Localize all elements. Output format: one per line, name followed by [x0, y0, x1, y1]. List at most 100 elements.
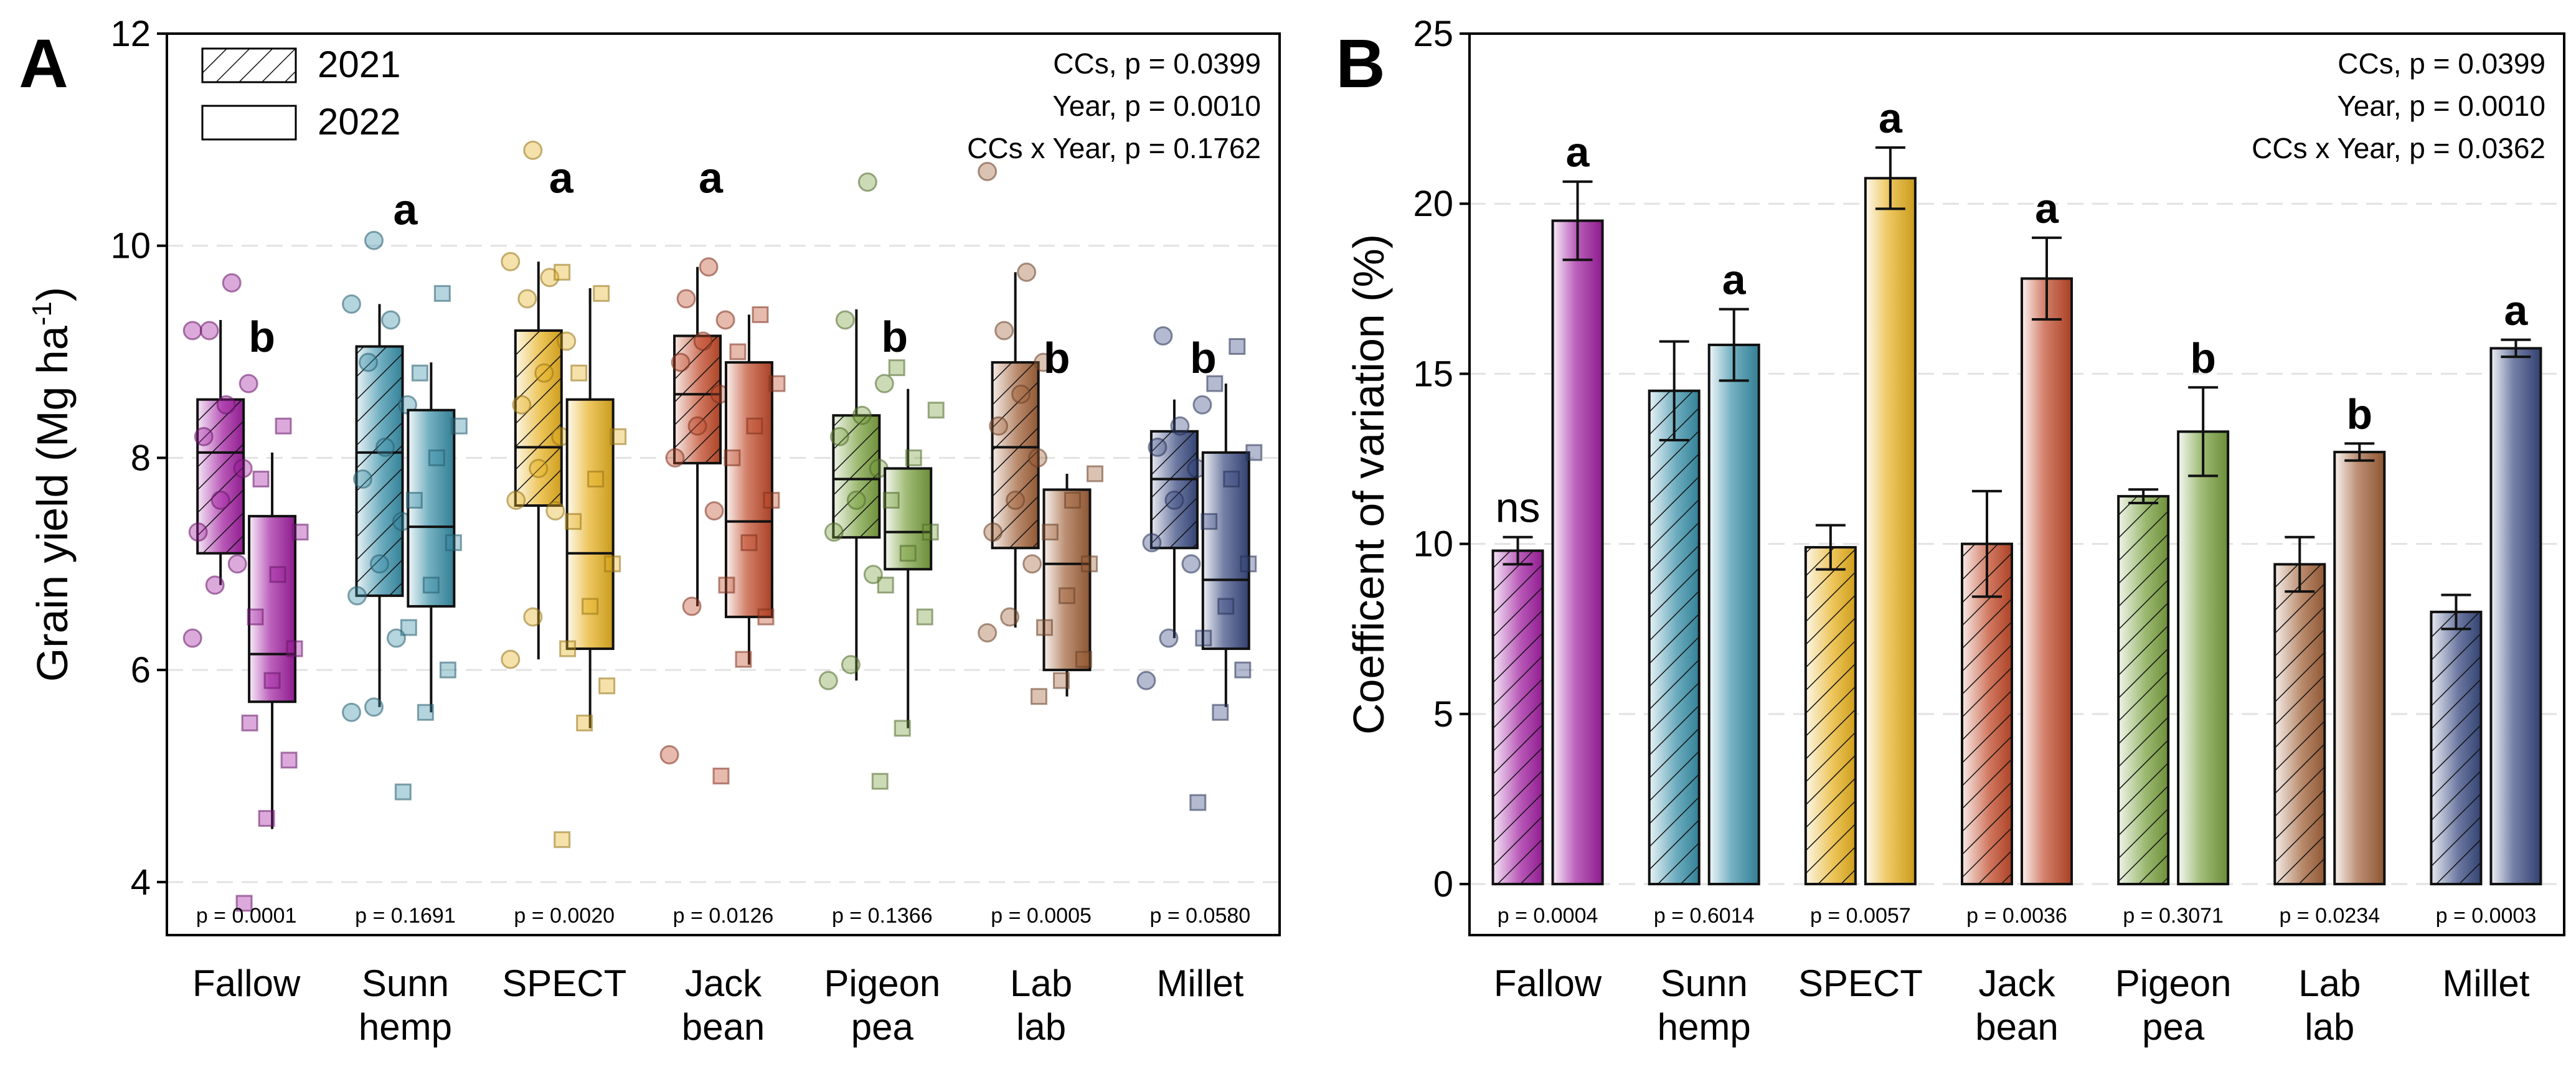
data-point: [501, 649, 521, 669]
data-point: [280, 751, 298, 769]
data-point: [439, 661, 456, 679]
data-point: [380, 310, 400, 330]
data-point: [182, 628, 202, 648]
data-point: [671, 352, 691, 372]
box: [724, 361, 773, 618]
legend-label: 2021: [318, 44, 400, 85]
data-point: [729, 343, 747, 360]
data-point: [534, 363, 554, 383]
data-point: [210, 491, 230, 511]
data-point: [871, 773, 889, 790]
p-value-label: p = 0.0036: [1966, 904, 2067, 928]
significance-letter: a: [699, 154, 724, 202]
panel-a: 4 6 8 10 12 Grain yield (Mg ha-1) A 2021 2022 CCs…: [19, 14, 1281, 1048]
data-point: [916, 608, 933, 626]
bar-hatch: [1493, 550, 1543, 885]
x-tick-label: SPECT: [502, 962, 626, 1004]
data-point: [241, 714, 258, 732]
data-point: [1042, 524, 1059, 541]
data-point: [610, 428, 627, 445]
significance-letter: b: [881, 313, 908, 361]
data-point: [506, 491, 526, 511]
data-point: [1148, 437, 1168, 457]
data-point: [659, 745, 679, 765]
data-point: [275, 417, 292, 435]
significance-letter: b: [1190, 334, 1217, 382]
data-point: [559, 640, 577, 657]
data-point: [1059, 587, 1076, 605]
p-value-label: p = 0.0126: [673, 904, 774, 928]
box-hatch: [515, 330, 562, 506]
data-point: [899, 545, 917, 562]
data-point: [1034, 352, 1054, 372]
significance-letter: a: [1879, 95, 1903, 142]
data-point: [1017, 262, 1037, 282]
data-point: [194, 426, 214, 446]
x-tick-label: hemp: [359, 1006, 452, 1048]
data-point: [740, 534, 758, 552]
data-point: [247, 608, 264, 626]
data-point: [724, 449, 741, 466]
data-point: [1028, 448, 1048, 468]
p-value-label: p = 0.0057: [1810, 904, 1911, 928]
y-axis-label-main: Grain yield (Mg ha: [28, 326, 77, 682]
data-point: [1064, 492, 1082, 509]
data-point: [238, 374, 258, 393]
data-point: [216, 395, 236, 415]
x-tick-label: bean: [1975, 1006, 2058, 1048]
data-point: [888, 359, 905, 377]
data-point: [1000, 607, 1020, 627]
box-hatch: [833, 415, 880, 538]
x-tick-label: Millet: [1156, 962, 1243, 1004]
data-point: [582, 598, 599, 615]
data-point: [1245, 444, 1263, 461]
data-point: [1234, 661, 1252, 679]
bar-hatch: [2275, 564, 2325, 885]
data-point: [512, 395, 532, 415]
data-point: [1081, 555, 1098, 573]
y-axis-label: Coefficent of variation (%): [1344, 234, 1393, 735]
data-point: [263, 672, 281, 689]
data-point: [877, 576, 894, 594]
data-point: [768, 375, 786, 392]
data-point: [846, 491, 866, 511]
data-point: [554, 263, 571, 281]
data-point: [417, 703, 434, 721]
data-point: [422, 576, 440, 594]
box: [1042, 488, 1092, 672]
significance-letter: b: [2347, 390, 2373, 438]
p-value-label: p = 0.0580: [1150, 904, 1251, 928]
x-tick-label: Jack: [1978, 962, 2055, 1004]
data-point: [205, 575, 225, 595]
p-value-label: p = 0.0020: [514, 904, 615, 928]
data-point: [428, 449, 445, 466]
data-point: [874, 374, 894, 393]
x-tick-label: Sunn: [1661, 962, 1748, 1004]
data-point: [1159, 628, 1179, 648]
stats-text: CCs x Year, p = 0.0362: [2252, 132, 2545, 164]
data-point: [1181, 554, 1201, 574]
panel-label: B: [1336, 26, 1385, 102]
data-point: [286, 640, 303, 657]
y-tick-label: 0: [1433, 864, 1453, 905]
data-point: [1142, 533, 1162, 553]
plot-frame: [166, 32, 1281, 936]
stats-text: CCs x Year, p = 0.1762: [967, 132, 1261, 164]
p-value-label: p = 0.1366: [832, 904, 933, 928]
data-point: [554, 831, 571, 849]
x-tick-label: Lab: [1010, 962, 1072, 1004]
bar-hatch: [2118, 496, 2169, 885]
data-point: [818, 671, 838, 690]
x-tick-label: Fallow: [1494, 962, 1602, 1004]
y-tick-label: 20: [1413, 184, 1453, 224]
data-point: [593, 285, 610, 302]
data-point: [989, 416, 1009, 436]
data-point: [676, 289, 696, 309]
data-point: [905, 449, 922, 466]
data-point: [529, 458, 549, 478]
data-point: [841, 655, 861, 675]
x-tick-label: Millet: [2442, 962, 2529, 1004]
data-point: [1006, 491, 1026, 511]
data-point: [894, 720, 911, 737]
